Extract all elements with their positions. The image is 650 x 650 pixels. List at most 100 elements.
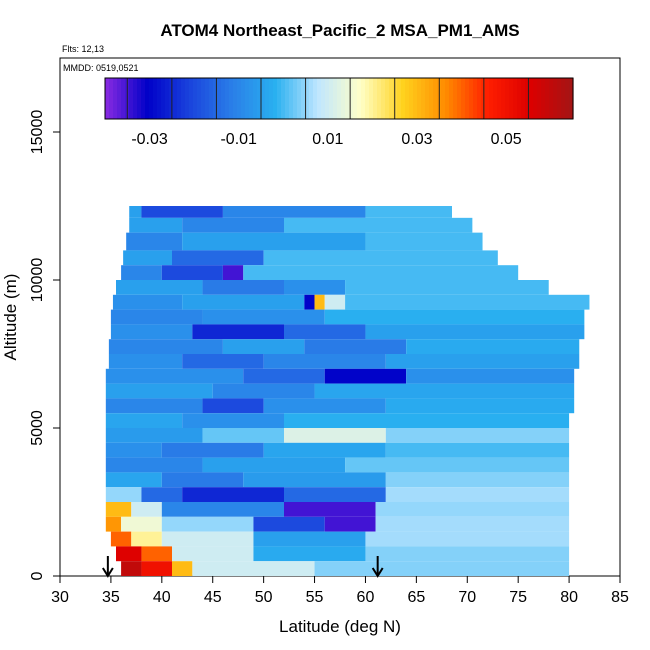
- colorbar-swatch: [517, 78, 522, 119]
- colorbar-swatch: [289, 78, 294, 119]
- heatmap-cell: [202, 398, 264, 414]
- arrow-marker-head: [371, 567, 384, 578]
- heatmap-cell: [406, 339, 580, 354]
- heatmap-cell: [222, 206, 366, 218]
- heatmap-cell: [324, 516, 376, 532]
- colorbar-swatch: [401, 78, 406, 119]
- colorbar-swatch: [389, 78, 394, 119]
- heatmap-cell: [161, 472, 244, 488]
- x-tick-label: 35: [102, 589, 120, 606]
- colorbar-swatch: [257, 78, 262, 119]
- colorbar-swatch: [533, 78, 538, 119]
- colorbar-tick-label: 0.01: [312, 131, 343, 148]
- colorbar: [104, 77, 574, 120]
- x-tick-label: 80: [560, 589, 578, 606]
- heatmap-cell: [141, 561, 172, 576]
- colorbar-swatch: [397, 78, 402, 119]
- heatmap-cell: [385, 428, 570, 443]
- heatmap-cell: [406, 368, 575, 384]
- colorbar-swatch: [441, 78, 446, 119]
- x-tick-label: 85: [611, 589, 629, 606]
- x-tick-label: 60: [357, 589, 375, 606]
- colorbar-swatch: [277, 78, 282, 119]
- colorbar-tick-labels: -0.03 -0.01 0.01 0.03 0.05: [131, 131, 521, 148]
- colorbar-swatch: [181, 78, 186, 119]
- colorbar-swatch: [157, 78, 162, 119]
- colorbar-swatch: [133, 78, 138, 119]
- heatmap-cell: [141, 546, 172, 562]
- colorbar-swatch: [301, 78, 306, 119]
- heatmap-cell: [385, 472, 570, 488]
- colorbar-swatch: [225, 78, 230, 119]
- heatmap-cell: [129, 217, 183, 233]
- colorbar-swatch: [537, 78, 542, 119]
- heatmap-cell: [161, 265, 223, 280]
- colorbar-swatch: [505, 78, 510, 119]
- colorbar-swatch: [153, 78, 158, 119]
- heatmap-cell: [172, 250, 264, 266]
- heatmap-cell: [182, 487, 284, 502]
- heatmap-cell: [202, 280, 284, 295]
- colorbar-swatch: [165, 78, 170, 119]
- heatmap-cell: [202, 428, 284, 443]
- x-tick-label: 30: [51, 589, 69, 606]
- heatmap-cell: [324, 294, 346, 310]
- heatmap-cell: [131, 531, 162, 547]
- heatmap-cell: [110, 531, 132, 547]
- heatmap-cell: [105, 457, 203, 473]
- colorbar-swatch: [361, 78, 366, 119]
- colorbar-swatch: [193, 78, 198, 119]
- heatmap-cell: [105, 516, 122, 532]
- heatmap-cell: [141, 487, 183, 502]
- colorbar-frame: [104, 77, 574, 120]
- colorbar-swatch: [161, 78, 166, 119]
- heatmap-cell: [202, 309, 325, 325]
- colorbar-swatch: [445, 78, 450, 119]
- heatmap-cell: [161, 531, 254, 547]
- heatmap-cell: [105, 472, 162, 488]
- heatmap-cell: [121, 265, 162, 280]
- colorbar-swatch: [569, 78, 574, 119]
- colorbar-swatch: [429, 78, 434, 119]
- colorbar-swatch: [357, 78, 362, 119]
- colorbar-swatch: [553, 78, 558, 119]
- colorbar-swatch: [169, 78, 174, 119]
- heatmap-cell: [284, 280, 346, 295]
- colorbar-swatch: [433, 78, 438, 119]
- colorbar-swatch: [213, 78, 218, 119]
- heatmap-cell: [284, 428, 386, 443]
- y-axis-label: Altitude (m): [1, 274, 20, 361]
- colorbar-swatch: [385, 78, 390, 119]
- colorbar-swatch: [549, 78, 554, 119]
- heatmap-cell: [105, 413, 183, 428]
- colorbar-swatch: [241, 78, 246, 119]
- colorbar-swatch: [145, 78, 150, 119]
- heatmap-cell: [112, 294, 183, 310]
- colorbar-swatch: [493, 78, 498, 119]
- colorbar-swatch: [453, 78, 458, 119]
- colorbar-swatch: [333, 78, 338, 119]
- heatmap-cell: [161, 442, 264, 458]
- heatmap-cell: [365, 324, 585, 340]
- heatmap-cell: [284, 324, 366, 340]
- heatmap-cell: [284, 502, 376, 517]
- colorbar-tick-label: -0.03: [131, 131, 168, 148]
- colorbar-swatch: [245, 78, 250, 119]
- colorbar-swatch: [221, 78, 226, 119]
- heatmap-cell: [161, 502, 284, 517]
- heatmap-cell: [365, 206, 452, 218]
- colorbar-swatch: [417, 78, 422, 119]
- colorbar-swatch: [529, 78, 534, 119]
- colorbar-swatch: [485, 78, 490, 119]
- colorbar-swatch: [521, 78, 526, 119]
- colorbar-swatch: [137, 78, 142, 119]
- colorbar-swatch: [117, 78, 122, 119]
- colorbar-swatch: [129, 78, 134, 119]
- heatmap-cell: [105, 502, 132, 517]
- colorbar-swatch: [349, 78, 354, 119]
- x-tick-label: 55: [306, 589, 324, 606]
- colorbar-swatch: [565, 78, 570, 119]
- heatmap-cell: [314, 294, 325, 310]
- colorbar-swatch: [393, 78, 398, 119]
- heatmap-cell: [110, 309, 203, 325]
